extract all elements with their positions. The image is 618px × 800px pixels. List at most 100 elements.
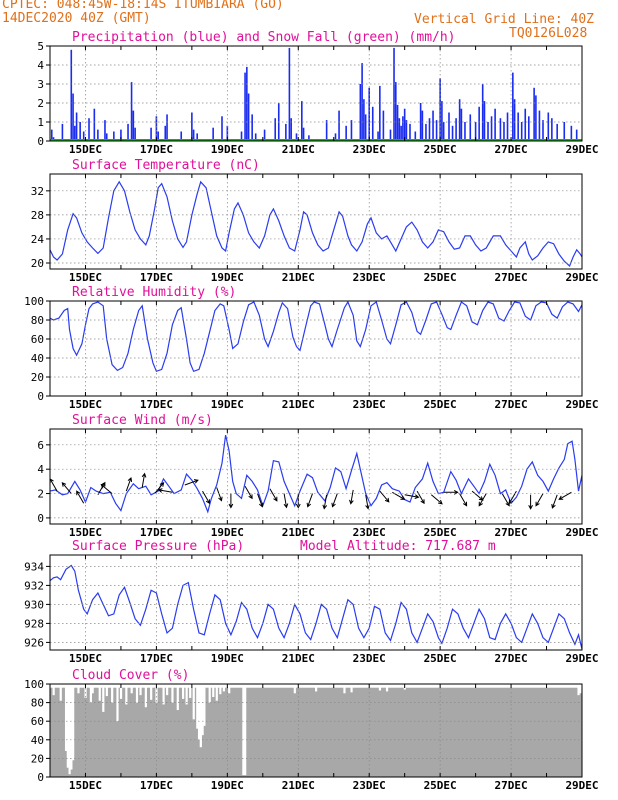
y-tick-label: 932 <box>24 579 44 592</box>
x-tick-label: 19DEC <box>211 143 244 156</box>
cloud-gap-7 <box>77 686 80 694</box>
panel-frame <box>49 683 583 778</box>
precip-bar-31 <box>226 125 229 141</box>
precip-bar-50 <box>338 110 340 141</box>
precip-bar-95 <box>494 108 496 141</box>
precip-bar-75 <box>425 123 427 141</box>
x-tick-label: 21DEC <box>282 779 315 792</box>
precip-bar-24 <box>166 114 168 141</box>
cloud-gap-11 <box>98 686 101 701</box>
x-tick-label: 23DEC <box>353 398 386 411</box>
precip-bar-96 <box>499 118 502 141</box>
precip-bar-58 <box>371 106 374 141</box>
cloud-gap-39 <box>215 686 218 701</box>
wind-arrow-25 <box>404 494 420 499</box>
precip-bar-86 <box>460 108 463 141</box>
x-tick-label: 15DEC <box>69 143 102 156</box>
precip-bar-83 <box>451 125 454 141</box>
precip-bar-51 <box>345 125 347 141</box>
panel-4: 15DEC 17DEC 19DEC 21DEC 23DEC 25DEC 27DEC 29DEC… <box>24 539 598 665</box>
precip-bar-39 <box>274 118 277 141</box>
precip-bar-16 <box>127 123 129 141</box>
x-tick-label: 17DEC <box>140 143 173 156</box>
panel-2: 15DEC 17DEC 19DEC 21DEC 23DEC 25DEC 27DEC 29DEC… <box>24 285 598 411</box>
precip-bar-44 <box>295 133 298 141</box>
panel-1: 15DEC 17DEC 19DEC 21DEC 23DEC 25DEC 27DEC 29DEC… <box>31 158 599 284</box>
series-line-4 <box>49 564 583 650</box>
precip-bar-105 <box>533 87 535 141</box>
precip-bar-65 <box>396 104 399 141</box>
x-tick-label: 25DEC <box>424 398 457 411</box>
precip-bar-30 <box>221 116 223 141</box>
cloud-gap-9 <box>89 686 92 703</box>
precip-bar-71 <box>409 123 411 141</box>
cloud-gap-12 <box>102 686 105 712</box>
panel-title: Surface Temperature (nC) <box>72 158 260 173</box>
precip-bar-35 <box>247 93 250 141</box>
cloud-gap-47 <box>343 686 346 694</box>
y-tick-label: 3 <box>37 78 44 91</box>
precip-bar-37 <box>254 133 257 141</box>
precip-bar-111 <box>556 123 558 141</box>
wind-arrow-34 <box>528 494 533 510</box>
y-tick-label: 926 <box>24 636 44 649</box>
wind-arrow-20 <box>331 493 338 508</box>
precip-bar-17 <box>130 82 133 141</box>
precip-bar-107 <box>538 110 541 141</box>
precip-bar-81 <box>442 122 445 141</box>
precip-bar-77 <box>432 110 434 141</box>
precip-bar-6 <box>75 112 78 141</box>
precip-bar-23 <box>164 125 167 141</box>
x-tick-label: 15DEC <box>69 271 102 284</box>
precip-bar-82 <box>448 112 450 141</box>
precip-bar-9 <box>88 118 90 141</box>
y-tick-label: 1 <box>37 116 44 129</box>
cloud-gap-16 <box>119 686 123 699</box>
precip-bar-52 <box>350 120 353 141</box>
precip-bar-21 <box>155 116 158 141</box>
panel-frame <box>49 554 583 651</box>
precip-bar-85 <box>458 99 461 141</box>
cloud-gap-33 <box>197 686 201 740</box>
cloud-gap-21 <box>144 686 147 708</box>
wind-arrow-2 <box>76 490 85 504</box>
x-tick-label: 15DEC <box>69 652 102 665</box>
precip-bar-66 <box>398 118 401 141</box>
series-line-1 <box>49 180 583 268</box>
x-tick-label: 23DEC <box>353 271 386 284</box>
cloud-gap-27 <box>176 686 179 711</box>
precip-bar-54 <box>361 63 363 141</box>
precip-bar-70 <box>405 120 408 141</box>
wind-arrow-4 <box>100 483 113 494</box>
panel-title: Cloud Cover (%) <box>72 668 189 683</box>
x-tick-label: 23DEC <box>353 652 386 665</box>
cloud-gap-46 <box>315 686 318 692</box>
y-tick-label: 28 <box>31 209 44 222</box>
cloud-gap-51 <box>403 686 406 690</box>
cloud-gap-2 <box>64 686 68 751</box>
x-tick-label: 21DEC <box>282 652 315 665</box>
precip-bar-2 <box>61 123 64 141</box>
precip-bar-112 <box>563 122 566 141</box>
cloud-gap-1 <box>59 686 62 701</box>
cloud-gap-24 <box>162 686 165 705</box>
precip-bar-0 <box>50 129 53 141</box>
y-tick-label: 20 <box>31 752 44 765</box>
cloud-gap-28 <box>182 686 185 699</box>
y-tick-label: 0 <box>37 135 44 148</box>
y-tick-label: 2 <box>37 97 44 110</box>
panel-frame <box>49 45 583 142</box>
cloud-gap-14 <box>111 686 114 703</box>
wind-arrow-37 <box>558 491 572 500</box>
wind-arrow-29 <box>459 493 468 507</box>
x-tick-label: 29DEC <box>565 652 598 665</box>
y-tick-label: 80 <box>31 697 44 710</box>
x-tick-label: 25DEC <box>424 779 457 792</box>
precip-bar-87 <box>464 122 466 141</box>
x-tick-label: 27DEC <box>495 143 528 156</box>
precip-bar-62 <box>389 129 392 141</box>
precip-bar-91 <box>481 84 484 141</box>
x-tick-label: 19DEC <box>211 652 244 665</box>
wind-arrow-15 <box>269 488 278 502</box>
precip-bar-78 <box>435 120 438 141</box>
